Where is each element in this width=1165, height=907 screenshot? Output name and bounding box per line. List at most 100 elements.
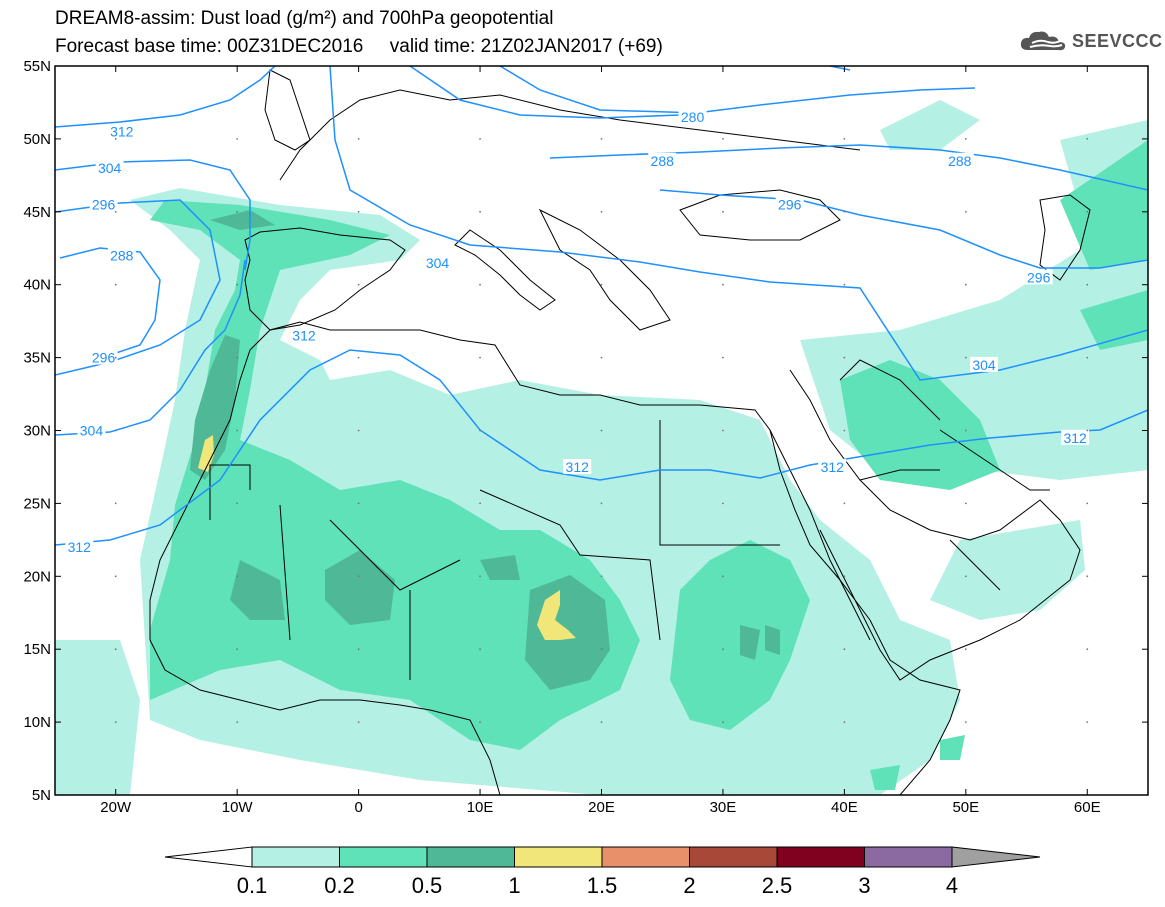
grid-dot	[114, 283, 117, 286]
grid-dot	[236, 210, 239, 213]
grid-dot	[843, 575, 846, 578]
contour-label: 304	[98, 160, 122, 176]
lat-tick-label: 20N	[23, 568, 51, 585]
lon-tick-label: 20E	[588, 799, 615, 816]
colorbar-label: 3	[858, 873, 870, 898]
grid-dot	[479, 648, 481, 651]
coastlines	[149, 69, 1091, 795]
grid-dot	[114, 210, 117, 213]
grid-dot	[357, 429, 360, 432]
grid-dot	[722, 721, 724, 723]
grid-dot	[114, 648, 117, 651]
contour-label: 312	[821, 459, 845, 475]
colorbar-bin	[601, 846, 690, 868]
contour-label: 304	[80, 423, 104, 439]
contour-label-bg	[678, 109, 707, 125]
contour-label: 312	[1063, 430, 1087, 446]
grid-dot	[357, 721, 360, 723]
lon-tick-label: 10E	[467, 799, 494, 816]
grid-dot	[843, 210, 846, 213]
contour-label: 288	[651, 153, 675, 169]
lat-tick-label: 35N	[23, 350, 51, 367]
contour-label-bg	[289, 327, 318, 343]
lat-tick-label: 10N	[23, 714, 51, 731]
grid-dot	[236, 721, 239, 723]
seevccc-logo: SEEVCCC	[1018, 28, 1163, 54]
colorbar-bin	[689, 846, 778, 868]
grid-dot	[114, 721, 117, 723]
lat-tick-label: 40N	[23, 277, 51, 294]
grid-dot	[236, 502, 239, 505]
colorbar-label: 2.5	[762, 873, 793, 898]
lon-tick-label: 50E	[952, 799, 979, 816]
lat-tick-label: 45N	[23, 204, 51, 221]
grid-dot	[357, 210, 360, 213]
grid-dot	[1086, 429, 1089, 432]
grid-dot	[600, 721, 603, 723]
grid-dot	[843, 648, 846, 651]
grid-dot	[722, 138, 724, 140]
grid-dot	[1086, 138, 1089, 140]
grid-dot	[479, 502, 481, 505]
grid-dot	[114, 138, 117, 140]
colorbar-bin	[251, 846, 340, 868]
contour-label: 296	[92, 197, 116, 213]
grid-dot	[722, 575, 724, 578]
colorbar-label: 0.1	[237, 873, 268, 898]
colorbar-bin	[864, 846, 953, 868]
grid-dot	[479, 575, 481, 578]
lat-tick-label: 15N	[23, 641, 51, 658]
grid-dot	[722, 356, 724, 359]
grid-dot	[722, 648, 724, 651]
grid-dot	[1086, 356, 1089, 359]
grid-dot	[479, 429, 481, 432]
grid-dot	[843, 138, 846, 140]
grid-dot	[843, 356, 846, 359]
contour-label-bg	[89, 196, 118, 212]
grid-dot	[964, 575, 967, 578]
grid-dot	[479, 283, 481, 286]
grid-dot	[1086, 648, 1089, 651]
contour-label-bg	[775, 196, 804, 212]
grid-dot	[357, 648, 360, 651]
grid-dot	[600, 502, 603, 505]
grid-dot	[964, 356, 967, 359]
lat-tick-label: 50N	[23, 131, 51, 148]
lat-tick-label: 55N	[23, 58, 51, 75]
grid-dot	[236, 138, 239, 140]
grid-dot	[600, 648, 603, 651]
contour-label: 288	[948, 153, 972, 169]
grid-dot	[843, 283, 846, 286]
grid-dot	[964, 502, 967, 505]
grid-dot	[1086, 283, 1089, 286]
grid-dot	[1086, 502, 1089, 505]
contour-labels: 312 304 296 288 296 304 312 312 304 312 312 304 312 2…	[65, 109, 1090, 555]
contour-label-bg	[648, 152, 677, 168]
grid-dot	[479, 138, 481, 140]
contour-label-bg	[818, 458, 847, 474]
grid-dot	[600, 429, 603, 432]
contour-label-bg	[563, 458, 592, 474]
grid-dot	[357, 502, 360, 505]
contour-label: 312	[110, 124, 134, 140]
lon-tick-label: 10W	[222, 799, 254, 816]
cloud-icon	[1020, 31, 1066, 51]
lat-tick-label: 5N	[32, 787, 51, 804]
contour-label-bg	[970, 356, 999, 372]
colorbar-label: 1	[508, 873, 520, 898]
grid-dot	[600, 138, 603, 140]
lon-tick-label: 20W	[100, 799, 132, 816]
contour-label: 296	[778, 197, 802, 213]
colorbar-label: 1.5	[587, 873, 618, 898]
contour-label-bg	[945, 152, 974, 168]
grid-dot	[843, 502, 846, 505]
contour-label: 312	[566, 459, 590, 475]
contour-label: 312	[292, 328, 316, 344]
contour-label: 304	[426, 255, 450, 271]
grid-dot	[964, 429, 967, 432]
grid-dot	[600, 283, 603, 286]
map-subtitle: Forecast base time: 00Z31DEC2016 valid t…	[55, 36, 663, 57]
grid-dot	[114, 502, 117, 505]
colorbar-legend: 0.1 0.2 0.5 1 1.5 2 2.5 3 4	[164, 846, 1041, 898]
